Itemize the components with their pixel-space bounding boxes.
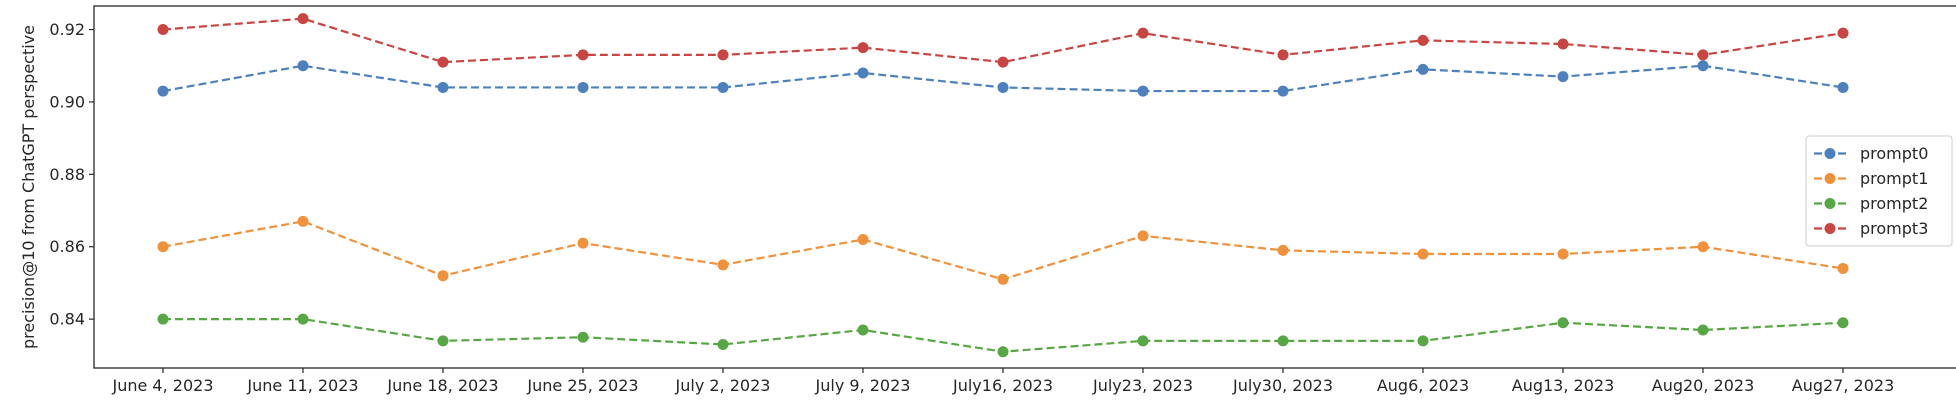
series-layer	[157, 13, 1849, 358]
y-tick-label: 0.86	[49, 237, 85, 256]
series-prompt1	[157, 215, 1849, 285]
data-point	[857, 67, 869, 79]
data-point	[1137, 335, 1149, 347]
legend-item-prompt1: prompt1	[1814, 169, 1928, 188]
legend-marker	[1824, 173, 1836, 184]
data-point	[1417, 63, 1429, 75]
series-prompt0	[157, 60, 1849, 97]
data-point	[1277, 49, 1289, 61]
y-tick-label: 0.84	[49, 310, 85, 329]
x-tick-label: July 2, 2023	[675, 376, 771, 395]
data-point	[997, 273, 1009, 285]
x-tick-label: July16, 2023	[952, 376, 1053, 395]
data-point	[717, 49, 729, 61]
x-tick-label: Aug6, 2023	[1377, 376, 1469, 395]
x-tick-label: June 4, 2023	[112, 376, 214, 395]
series-prompt2	[157, 313, 1849, 358]
x-tick-label: June 18, 2023	[386, 376, 498, 395]
data-point	[1557, 248, 1569, 260]
x-tick-label: June 25, 2023	[526, 376, 638, 395]
legend-label: prompt1	[1860, 169, 1928, 188]
data-point	[157, 85, 169, 97]
data-point	[997, 81, 1009, 93]
data-point	[577, 81, 589, 93]
data-point	[157, 24, 169, 36]
data-point	[1137, 85, 1149, 97]
data-point	[717, 338, 729, 350]
data-point	[1837, 262, 1849, 274]
data-point	[717, 81, 729, 93]
data-point	[1417, 335, 1429, 347]
legend-label: prompt2	[1860, 194, 1928, 213]
data-point	[1277, 85, 1289, 97]
x-tick-label: Aug13, 2023	[1512, 376, 1615, 395]
series-line	[162, 17, 1844, 64]
data-point	[1697, 324, 1709, 336]
data-point	[157, 241, 169, 253]
data-point	[577, 331, 589, 343]
x-tick-label: July23, 2023	[1092, 376, 1193, 395]
data-point	[1557, 71, 1569, 83]
data-point	[857, 42, 869, 54]
legend-marker	[1824, 148, 1836, 159]
data-point	[1697, 241, 1709, 253]
data-point	[1697, 49, 1709, 61]
x-tick-label: July30, 2023	[1232, 376, 1333, 395]
y-tick-label: 0.90	[49, 92, 85, 111]
legend-item-prompt2: prompt2	[1814, 194, 1928, 213]
data-point	[997, 56, 1009, 68]
data-point	[437, 81, 449, 93]
legend-marker	[1824, 198, 1836, 209]
data-point	[1837, 317, 1849, 329]
data-point	[297, 215, 309, 227]
data-point	[577, 49, 589, 61]
data-point	[1557, 317, 1569, 329]
data-point	[157, 313, 169, 325]
data-point	[577, 237, 589, 249]
x-tick-label: Aug20, 2023	[1652, 376, 1755, 395]
data-point	[857, 233, 869, 245]
data-point	[1137, 27, 1149, 39]
data-point	[437, 270, 449, 282]
data-point	[297, 13, 309, 25]
data-point	[1557, 38, 1569, 50]
data-point	[1697, 60, 1709, 72]
data-point	[1137, 230, 1149, 242]
plot-area-frame	[93, 5, 1956, 369]
legend-marker	[1824, 223, 1836, 234]
legend-label: prompt3	[1860, 219, 1928, 238]
data-point	[1837, 27, 1849, 39]
x-tick-label: June 11, 2023	[246, 376, 358, 395]
y-tick-label: 0.88	[49, 165, 85, 184]
y-tick-label: 0.92	[49, 20, 85, 39]
data-point	[437, 335, 449, 347]
data-point	[1277, 244, 1289, 256]
data-point	[1837, 81, 1849, 93]
data-point	[1277, 335, 1289, 347]
data-point	[1417, 34, 1429, 46]
legend-label: prompt0	[1860, 144, 1928, 163]
data-point	[297, 313, 309, 325]
axes-layer: 0.84 0.86 0.88 0.90 0.92 June 4, 2023 June 11,…	[49, 20, 1894, 395]
series-line	[162, 220, 1844, 281]
series-prompt3	[157, 13, 1849, 68]
legend: prompt0 prompt1 prompt2 prompt3	[1805, 135, 1953, 247]
data-point	[717, 259, 729, 271]
legend-item-prompt3: prompt3	[1814, 219, 1928, 238]
legend-box	[1805, 135, 1953, 247]
y-axis-label: precision@10 from ChatGPT perspective	[19, 25, 38, 349]
data-point	[437, 56, 449, 68]
data-point	[997, 346, 1009, 358]
data-point	[857, 324, 869, 336]
data-point	[297, 60, 309, 72]
x-tick-label: July 9, 2023	[815, 376, 911, 395]
data-point	[1417, 248, 1429, 260]
legend-item-prompt0: prompt0	[1814, 144, 1928, 163]
x-tick-label: Aug27, 2023	[1792, 376, 1895, 395]
